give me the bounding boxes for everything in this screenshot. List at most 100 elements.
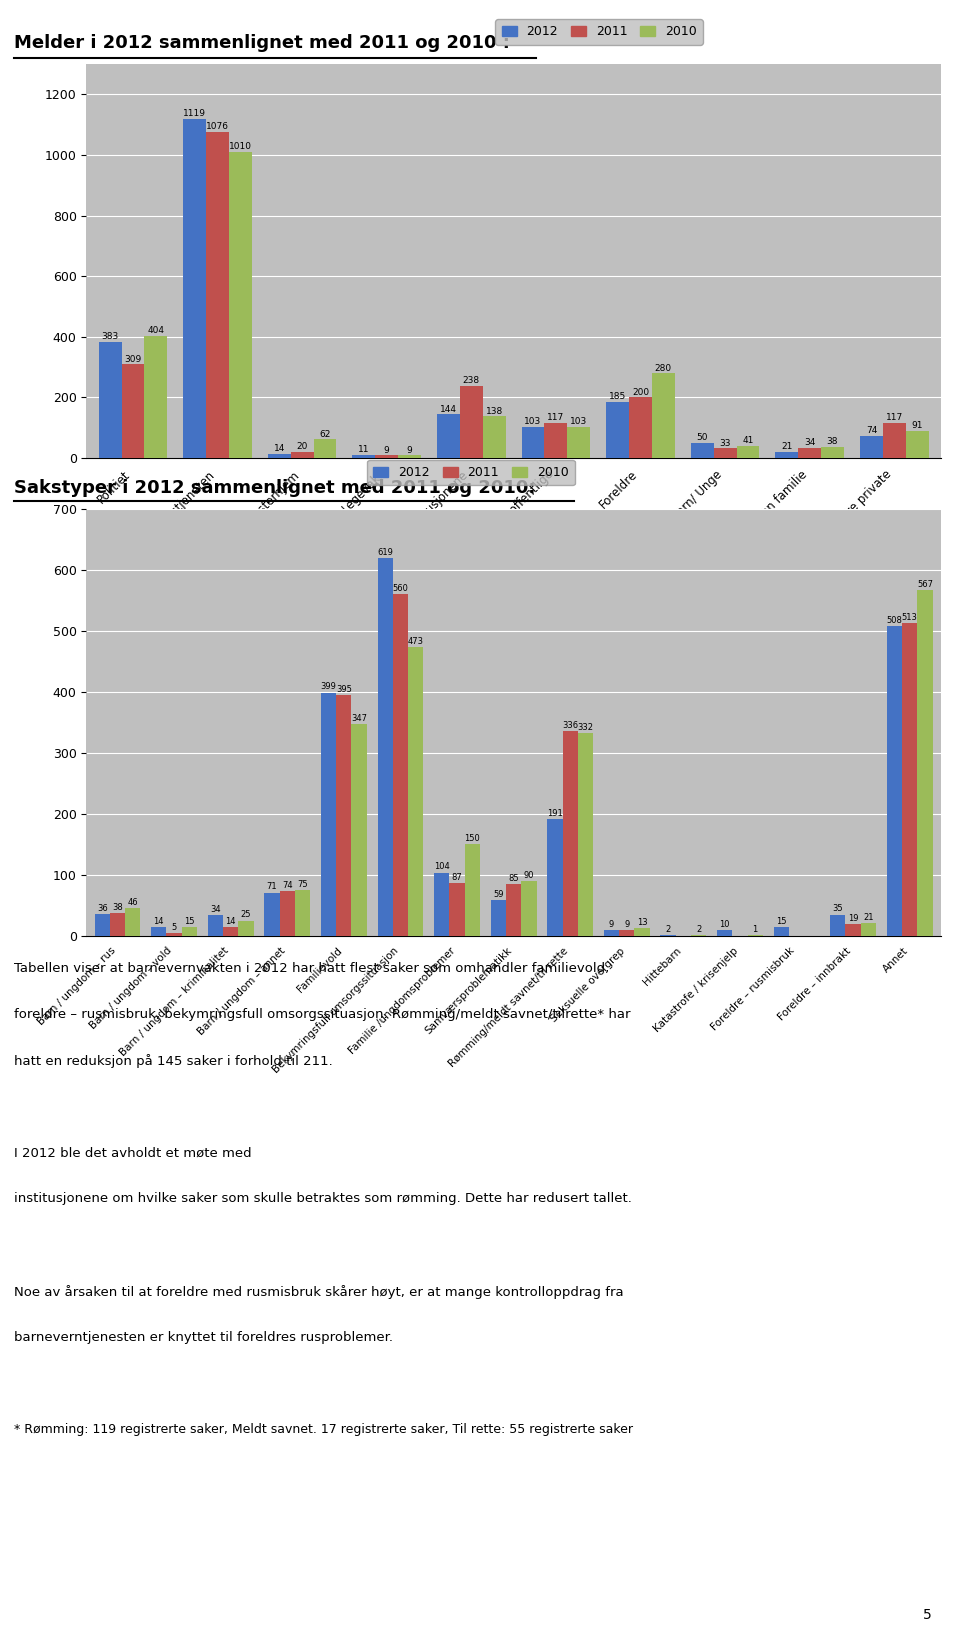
Bar bbox=[264, 893, 279, 936]
Text: 138: 138 bbox=[486, 407, 503, 415]
Text: 14: 14 bbox=[274, 445, 285, 453]
Bar bbox=[377, 558, 393, 936]
Bar bbox=[774, 926, 789, 936]
Text: 13: 13 bbox=[636, 918, 647, 926]
Text: 20: 20 bbox=[297, 442, 308, 452]
Bar bbox=[717, 929, 732, 936]
Text: 75: 75 bbox=[298, 880, 308, 888]
Text: 21: 21 bbox=[863, 913, 874, 921]
Text: 71: 71 bbox=[267, 882, 277, 892]
Text: 2: 2 bbox=[696, 924, 701, 934]
Text: 90: 90 bbox=[523, 870, 534, 880]
Bar bbox=[506, 883, 521, 936]
Text: 1010: 1010 bbox=[228, 143, 252, 151]
Bar bbox=[629, 397, 652, 458]
Bar bbox=[321, 693, 336, 936]
Bar bbox=[291, 452, 314, 458]
Text: 9: 9 bbox=[384, 445, 390, 455]
Bar bbox=[776, 452, 799, 458]
Bar bbox=[619, 931, 635, 936]
Bar bbox=[144, 335, 167, 458]
Text: 191: 191 bbox=[547, 810, 563, 818]
Bar bbox=[109, 913, 125, 936]
Text: 10: 10 bbox=[719, 920, 730, 929]
Text: 103: 103 bbox=[570, 417, 588, 427]
Bar bbox=[799, 448, 821, 458]
Text: Sakstyper i 2012 sammenlignet med 2011 og 2010:: Sakstyper i 2012 sammenlignet med 2011 o… bbox=[14, 479, 536, 496]
Bar bbox=[883, 422, 905, 458]
Bar bbox=[635, 928, 650, 936]
Text: 336: 336 bbox=[563, 721, 578, 729]
Bar bbox=[521, 427, 544, 458]
Text: foreldre – rusmisbruk, bekymringsfull omsorgssituasjon. Rømming/meldt savnet/til: foreldre – rusmisbruk, bekymringsfull om… bbox=[14, 1008, 631, 1021]
Bar bbox=[398, 455, 421, 458]
Text: 34: 34 bbox=[210, 905, 221, 915]
Text: 150: 150 bbox=[465, 834, 480, 844]
Text: 5: 5 bbox=[172, 923, 177, 931]
Bar bbox=[434, 872, 449, 936]
Text: 46: 46 bbox=[128, 898, 138, 906]
Text: 35: 35 bbox=[832, 905, 843, 913]
Text: Melder i 2012 sammenlignet med 2011 og 2010 :: Melder i 2012 sammenlignet med 2011 og 2… bbox=[14, 34, 510, 51]
Legend: 2012, 2011, 2010: 2012, 2011, 2010 bbox=[495, 20, 703, 44]
Text: 280: 280 bbox=[655, 363, 672, 373]
Bar bbox=[449, 883, 465, 936]
Bar bbox=[181, 926, 197, 936]
Bar bbox=[351, 724, 367, 936]
Text: 41: 41 bbox=[742, 437, 754, 445]
Text: Tabellen viser at barnevernvakten i 2012 har hatt flest saker som omhandler fami: Tabellen viser at barnevernvakten i 2012… bbox=[14, 962, 610, 975]
Bar bbox=[846, 924, 861, 936]
Text: 38: 38 bbox=[827, 437, 838, 447]
Bar bbox=[375, 455, 398, 458]
Text: 91: 91 bbox=[911, 420, 923, 430]
Text: 117: 117 bbox=[886, 414, 903, 422]
Bar bbox=[223, 928, 238, 936]
Text: 473: 473 bbox=[408, 637, 423, 647]
Bar bbox=[352, 455, 375, 458]
Legend: 2012, 2011, 2010: 2012, 2011, 2010 bbox=[367, 460, 575, 486]
Bar bbox=[563, 731, 578, 936]
Bar bbox=[860, 435, 883, 458]
Text: 21: 21 bbox=[781, 442, 793, 452]
Text: 33: 33 bbox=[719, 438, 731, 448]
Text: 383: 383 bbox=[102, 332, 119, 342]
Text: 238: 238 bbox=[463, 376, 480, 386]
Text: 332: 332 bbox=[578, 722, 593, 732]
Bar bbox=[99, 342, 122, 458]
Text: 2: 2 bbox=[665, 924, 671, 934]
Text: Noe av årsaken til at foreldre med rusmisbruk skårer høyt, er at mange kontrollo: Noe av årsaken til at foreldre med rusmi… bbox=[14, 1284, 624, 1299]
Bar bbox=[830, 915, 846, 936]
Text: 85: 85 bbox=[508, 874, 519, 883]
Bar bbox=[238, 921, 253, 936]
Bar bbox=[166, 933, 181, 936]
Text: 9: 9 bbox=[407, 445, 413, 455]
Bar bbox=[652, 373, 675, 458]
Text: 347: 347 bbox=[351, 714, 367, 722]
Text: 50: 50 bbox=[697, 433, 708, 442]
Bar bbox=[206, 131, 228, 458]
Text: 36: 36 bbox=[97, 903, 108, 913]
Bar bbox=[567, 427, 590, 458]
Bar bbox=[821, 447, 844, 458]
Bar bbox=[465, 844, 480, 936]
Text: 19: 19 bbox=[848, 915, 858, 923]
Text: 5: 5 bbox=[923, 1608, 931, 1622]
Text: 14: 14 bbox=[154, 918, 164, 926]
Text: barneverntjenesten er knyttet til foreldres rusproblemer.: barneverntjenesten er knyttet til foreld… bbox=[14, 1330, 394, 1343]
Bar bbox=[279, 892, 295, 936]
Bar bbox=[491, 900, 506, 936]
Text: 1: 1 bbox=[753, 924, 757, 934]
Text: 15: 15 bbox=[184, 916, 195, 926]
Text: 404: 404 bbox=[147, 327, 164, 335]
Bar bbox=[336, 695, 351, 936]
Text: 103: 103 bbox=[524, 417, 541, 427]
Bar bbox=[125, 908, 140, 936]
Text: 74: 74 bbox=[282, 880, 293, 890]
Bar bbox=[521, 882, 537, 936]
Text: 144: 144 bbox=[440, 406, 457, 414]
Text: 619: 619 bbox=[377, 548, 393, 557]
Bar bbox=[393, 594, 408, 936]
Text: 117: 117 bbox=[547, 414, 564, 422]
Bar bbox=[547, 819, 563, 936]
Text: institusjonene om hvilke saker som skulle betraktes som rømming. Dette har redus: institusjonene om hvilke saker som skull… bbox=[14, 1192, 632, 1205]
